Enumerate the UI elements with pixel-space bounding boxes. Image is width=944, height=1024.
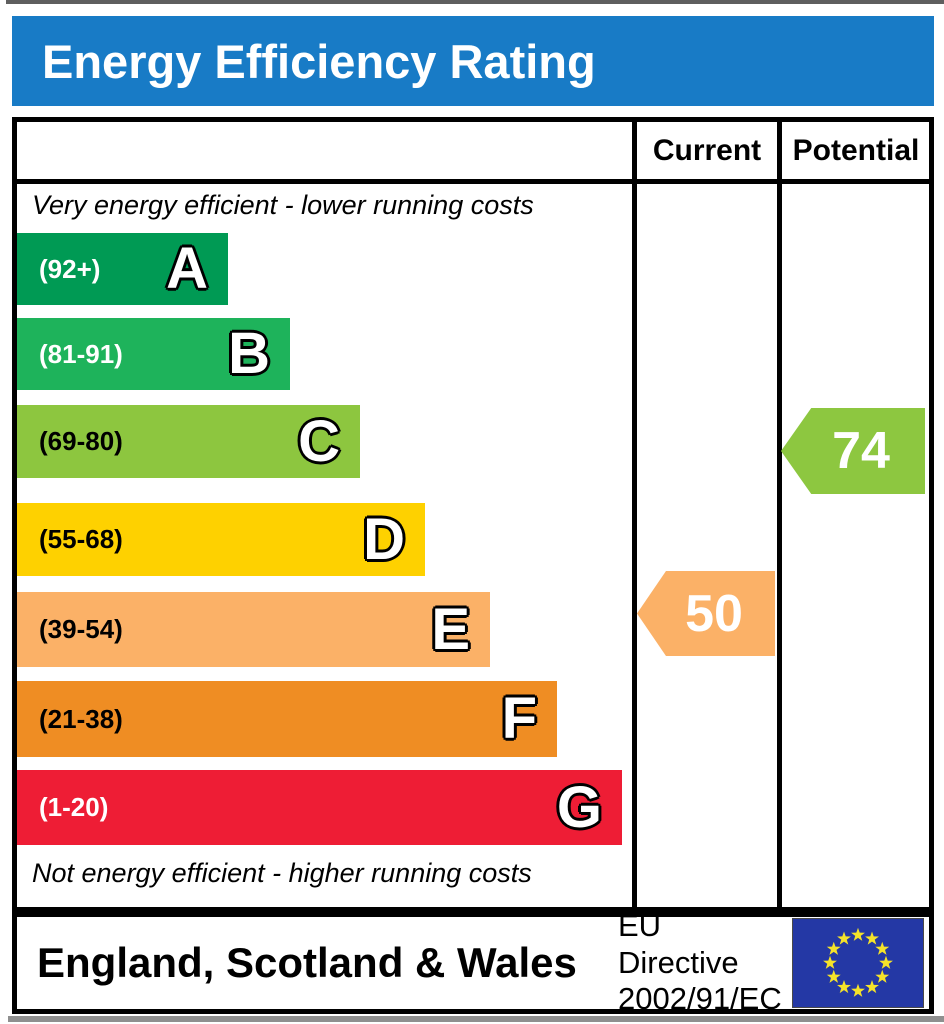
eu-flag-star: [851, 927, 865, 941]
footer-region-label: England, Scotland & Wales: [37, 939, 577, 986]
current-rating-value: 50: [685, 584, 743, 643]
eu-directive-line1: EU Directive: [618, 908, 739, 980]
eu-directive-line2: 2002/91/EC: [618, 981, 782, 1017]
title-bar: Energy Efficiency Rating: [12, 16, 934, 106]
header-separator-line: [12, 179, 934, 184]
band-row-g: (1-20) G: [17, 770, 622, 845]
band-range-label: (55-68): [39, 524, 123, 554]
drop-shadow-bottom: [8, 1016, 944, 1022]
potential-rating-arrow: 74: [781, 408, 925, 494]
band-range-label: (81-91): [39, 338, 123, 369]
eu-flag-star: [865, 979, 879, 994]
eu-flag-star: [837, 979, 851, 994]
eu-flag-star: [826, 969, 841, 983]
column-header-current: Current: [652, 133, 762, 167]
eu-flag-star: [823, 955, 837, 969]
band-grade-letter: G: [556, 774, 602, 840]
band-grade-letter: B: [228, 321, 270, 386]
potential-rating-value: 74: [832, 422, 890, 480]
band-row-d: (55-68) D: [17, 503, 425, 576]
band-range-label: (21-38): [39, 703, 123, 734]
eu-flag-star: [875, 941, 890, 955]
page-title: Energy Efficiency Rating: [42, 34, 596, 88]
band-grade-letter: E: [431, 596, 470, 662]
eu-flag-star: [826, 941, 841, 955]
band-range-label: (69-80): [39, 426, 123, 456]
band-range-label: (1-20): [39, 792, 109, 822]
eu-flag-star: [879, 955, 893, 969]
band-grade-letter: F: [501, 686, 537, 751]
band-row-f: (21-38) F: [17, 681, 557, 757]
eu-flag-icon: [792, 918, 924, 1008]
band-range-label: (39-54): [39, 614, 123, 644]
eu-flag-star: [875, 969, 890, 983]
column-divider: [777, 117, 782, 912]
band-grade-letter: A: [166, 236, 208, 301]
eu-flag-star: [837, 931, 851, 945]
band-row-c: (69-80) C: [17, 405, 360, 478]
eu-flag-star: [851, 983, 865, 997]
band-row-b: (81-91) B: [17, 318, 290, 390]
band-row-a: (92+) A: [17, 233, 228, 305]
caption-very-efficient: Very energy efficient - lower running co…: [32, 190, 534, 220]
footer-bar: England, Scotland & Wales EU Directive 2…: [12, 908, 934, 1016]
column-header-potential: Potential: [792, 133, 920, 167]
eu-directive-label: EU Directive 2002/91/EC: [618, 908, 786, 1018]
band-row-e: (39-54) E: [17, 592, 490, 667]
current-rating-arrow: 50: [637, 571, 775, 656]
eu-flag-star: [865, 931, 879, 945]
column-divider: [632, 117, 637, 912]
band-grade-letter: C: [298, 408, 340, 474]
band-grade-letter: D: [363, 506, 405, 572]
drop-shadow-top: [6, 0, 944, 4]
caption-not-efficient: Not energy efficient - higher running co…: [32, 858, 532, 888]
band-range-label: (92+): [39, 253, 101, 284]
